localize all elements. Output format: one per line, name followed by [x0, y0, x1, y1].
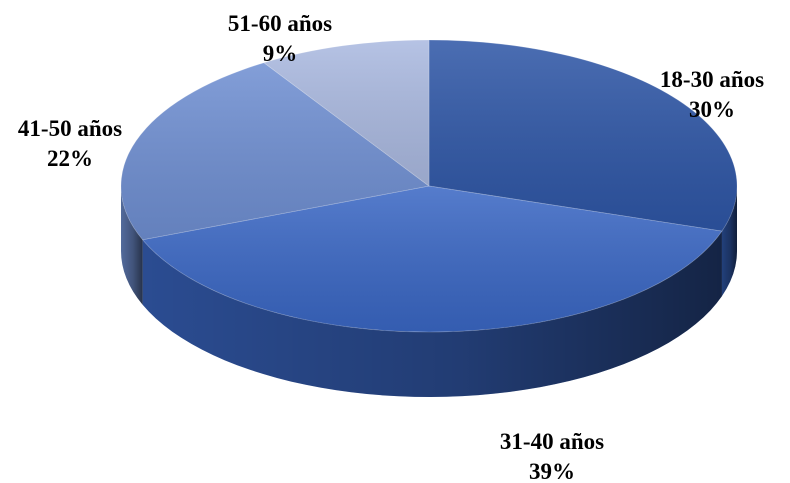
label-percent-31-40-anos: 39%: [529, 459, 575, 483]
label-percent-18-30-anos: 30%: [689, 97, 735, 122]
label-percent-41-50-anos: 22%: [47, 146, 93, 171]
label-category-51-60-anos: 51-60 años: [228, 11, 332, 36]
slice-shine-31-40-anos: [142, 186, 722, 333]
pie-slices: [120, 39, 738, 333]
slice-shine-41-50-anos: [121, 62, 429, 240]
label-category-41-50-anos: 41-50 años: [18, 116, 122, 141]
slice-side-shade-18-30-anos: [721, 186, 737, 297]
pie-sides: [121, 186, 737, 397]
label-category-31-40-anos: 31-40 años: [500, 429, 604, 454]
slice-shine-18-30-anos: [429, 40, 738, 232]
slice-shine-51-60-anos: [263, 40, 429, 186]
slice-side-shade-31-40-anos: [142, 231, 722, 397]
label-percent-51-60-anos: 9%: [263, 41, 298, 66]
pie-labels: 18-30 años 30% 31-40 años 39% 41-50 años 22% 5…: [18, 11, 764, 483]
label-category-18-30-anos: 18-30 años: [660, 67, 764, 92]
slice-side-shade-41-50-anos: [121, 186, 143, 305]
